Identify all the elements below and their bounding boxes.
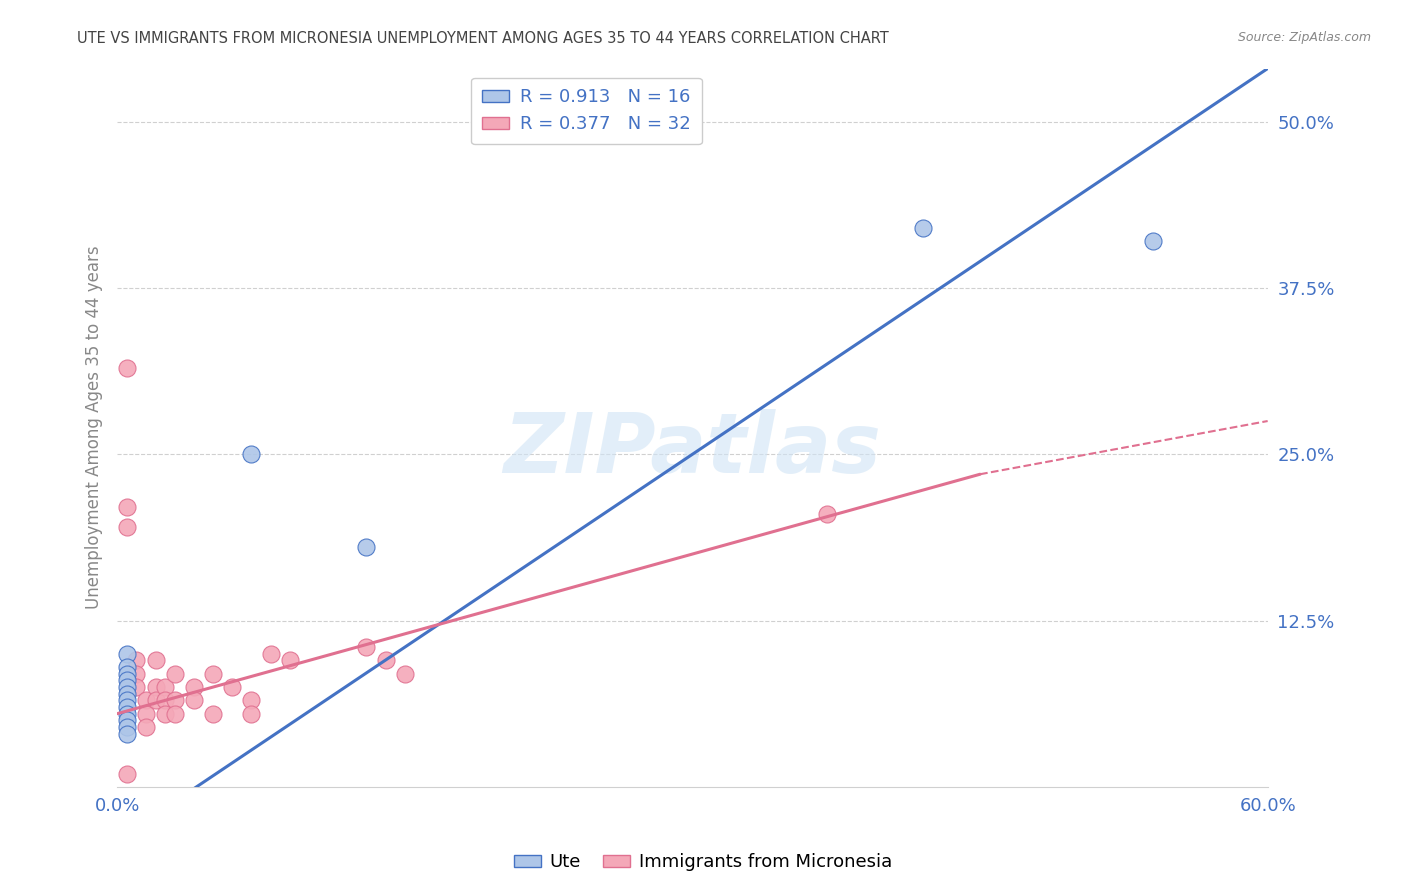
Point bbox=[815, 507, 838, 521]
Point bbox=[153, 693, 176, 707]
Point bbox=[115, 666, 138, 681]
Point bbox=[115, 647, 138, 661]
Point bbox=[356, 640, 378, 655]
Point bbox=[183, 680, 205, 694]
Point bbox=[115, 660, 138, 674]
Point bbox=[145, 693, 167, 707]
Point bbox=[202, 666, 225, 681]
Point bbox=[145, 680, 167, 694]
Point bbox=[394, 666, 416, 681]
Point bbox=[135, 720, 157, 734]
Point bbox=[125, 666, 148, 681]
Point bbox=[240, 706, 263, 721]
Point bbox=[135, 693, 157, 707]
Point bbox=[145, 653, 167, 667]
Point bbox=[240, 693, 263, 707]
Text: ZIPatlas: ZIPatlas bbox=[503, 409, 882, 490]
Point bbox=[278, 653, 301, 667]
Y-axis label: Unemployment Among Ages 35 to 44 years: Unemployment Among Ages 35 to 44 years bbox=[86, 246, 103, 609]
Point bbox=[115, 360, 138, 375]
Point bbox=[135, 706, 157, 721]
Point bbox=[163, 666, 186, 681]
Point bbox=[356, 541, 378, 555]
Point bbox=[115, 714, 138, 728]
Point bbox=[115, 700, 138, 714]
Point bbox=[115, 673, 138, 688]
Point bbox=[115, 706, 138, 721]
Text: Source: ZipAtlas.com: Source: ZipAtlas.com bbox=[1237, 31, 1371, 45]
Point bbox=[153, 706, 176, 721]
Point bbox=[115, 726, 138, 740]
Point bbox=[125, 653, 148, 667]
Point bbox=[259, 647, 281, 661]
Point bbox=[1142, 235, 1164, 249]
Point bbox=[115, 500, 138, 515]
Point bbox=[240, 447, 263, 461]
Point bbox=[374, 793, 396, 807]
Point bbox=[115, 720, 138, 734]
Point bbox=[163, 706, 186, 721]
Legend: R = 0.913   N = 16, R = 0.377   N = 32: R = 0.913 N = 16, R = 0.377 N = 32 bbox=[471, 78, 702, 145]
Point bbox=[374, 653, 396, 667]
Point bbox=[115, 520, 138, 534]
Point bbox=[202, 706, 225, 721]
Point bbox=[125, 680, 148, 694]
Point bbox=[115, 687, 138, 701]
Point bbox=[115, 693, 138, 707]
Point bbox=[183, 693, 205, 707]
Point bbox=[681, 793, 703, 807]
Legend: Ute, Immigrants from Micronesia: Ute, Immigrants from Micronesia bbox=[506, 847, 900, 879]
Point bbox=[153, 680, 176, 694]
Text: UTE VS IMMIGRANTS FROM MICRONESIA UNEMPLOYMENT AMONG AGES 35 TO 44 YEARS CORRELA: UTE VS IMMIGRANTS FROM MICRONESIA UNEMPL… bbox=[77, 31, 889, 46]
Point bbox=[163, 693, 186, 707]
Point bbox=[115, 680, 138, 694]
Point bbox=[115, 766, 138, 780]
Point bbox=[221, 680, 243, 694]
Point bbox=[911, 221, 934, 235]
